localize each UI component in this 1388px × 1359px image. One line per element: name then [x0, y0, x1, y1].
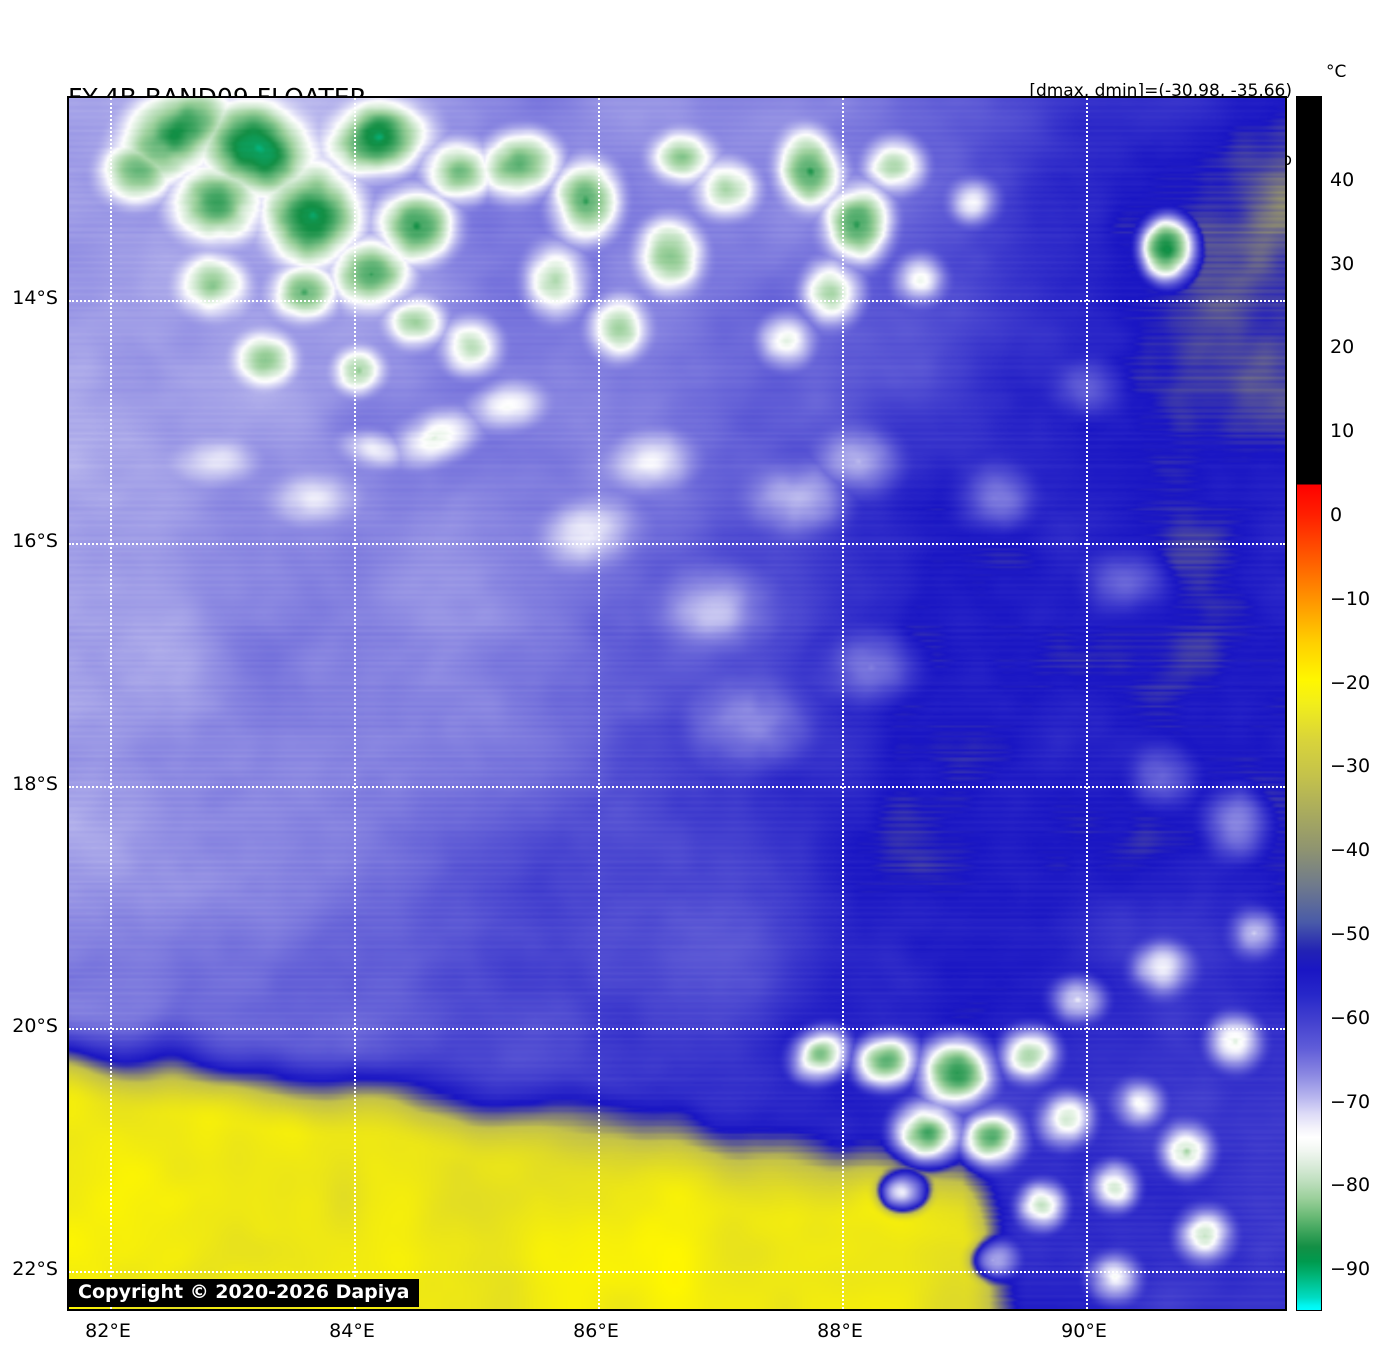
colorbar-tick-label: 30	[1330, 252, 1355, 275]
colorbar-tick-label: 10	[1330, 420, 1355, 443]
colorbar-tick-label: −80	[1330, 1174, 1371, 1197]
colorbar-tick-label: 40	[1330, 168, 1355, 191]
longitude-tick-label: 88°E	[817, 1320, 863, 1342]
longitude-tick-label: 84°E	[329, 1320, 375, 1342]
colorbar-unit-label: °C	[1326, 62, 1347, 82]
satellite-image-plot[interactable]	[67, 96, 1287, 1311]
latitude-tick-label: 22°S	[12, 1258, 58, 1280]
latitude-tick-label: 14°S	[12, 287, 58, 309]
colorbar-tick-label: −20	[1330, 671, 1371, 694]
colorbar-tick-label: −10	[1330, 587, 1371, 610]
longitude-tick-label: 86°E	[573, 1320, 619, 1342]
colorbar-tick-label: −60	[1330, 1006, 1371, 1029]
copyright-banner: Copyright © 2020-2026 Dapiya	[68, 1279, 420, 1307]
temperature-colorbar[interactable]	[1296, 96, 1322, 1311]
colorbar-tick-label: 20	[1330, 336, 1355, 359]
colorbar-tick-label: 0	[1330, 503, 1343, 526]
colorbar-tick-label: −30	[1330, 755, 1371, 778]
colorbar-tick-label: −50	[1330, 922, 1371, 945]
longitude-tick-label: 82°E	[85, 1320, 131, 1342]
latitude-tick-label: 16°S	[12, 530, 58, 552]
latitude-tick-label: 18°S	[12, 773, 58, 795]
latitude-tick-label: 20°S	[12, 1015, 58, 1037]
colorbar-tick-label: −70	[1330, 1090, 1371, 1113]
satellite-imagery-canvas	[69, 98, 1285, 1309]
longitude-tick-label: 90°E	[1061, 1320, 1107, 1342]
colorbar-tick-label: −90	[1330, 1258, 1371, 1281]
colorbar-tick-label: −40	[1330, 839, 1371, 862]
